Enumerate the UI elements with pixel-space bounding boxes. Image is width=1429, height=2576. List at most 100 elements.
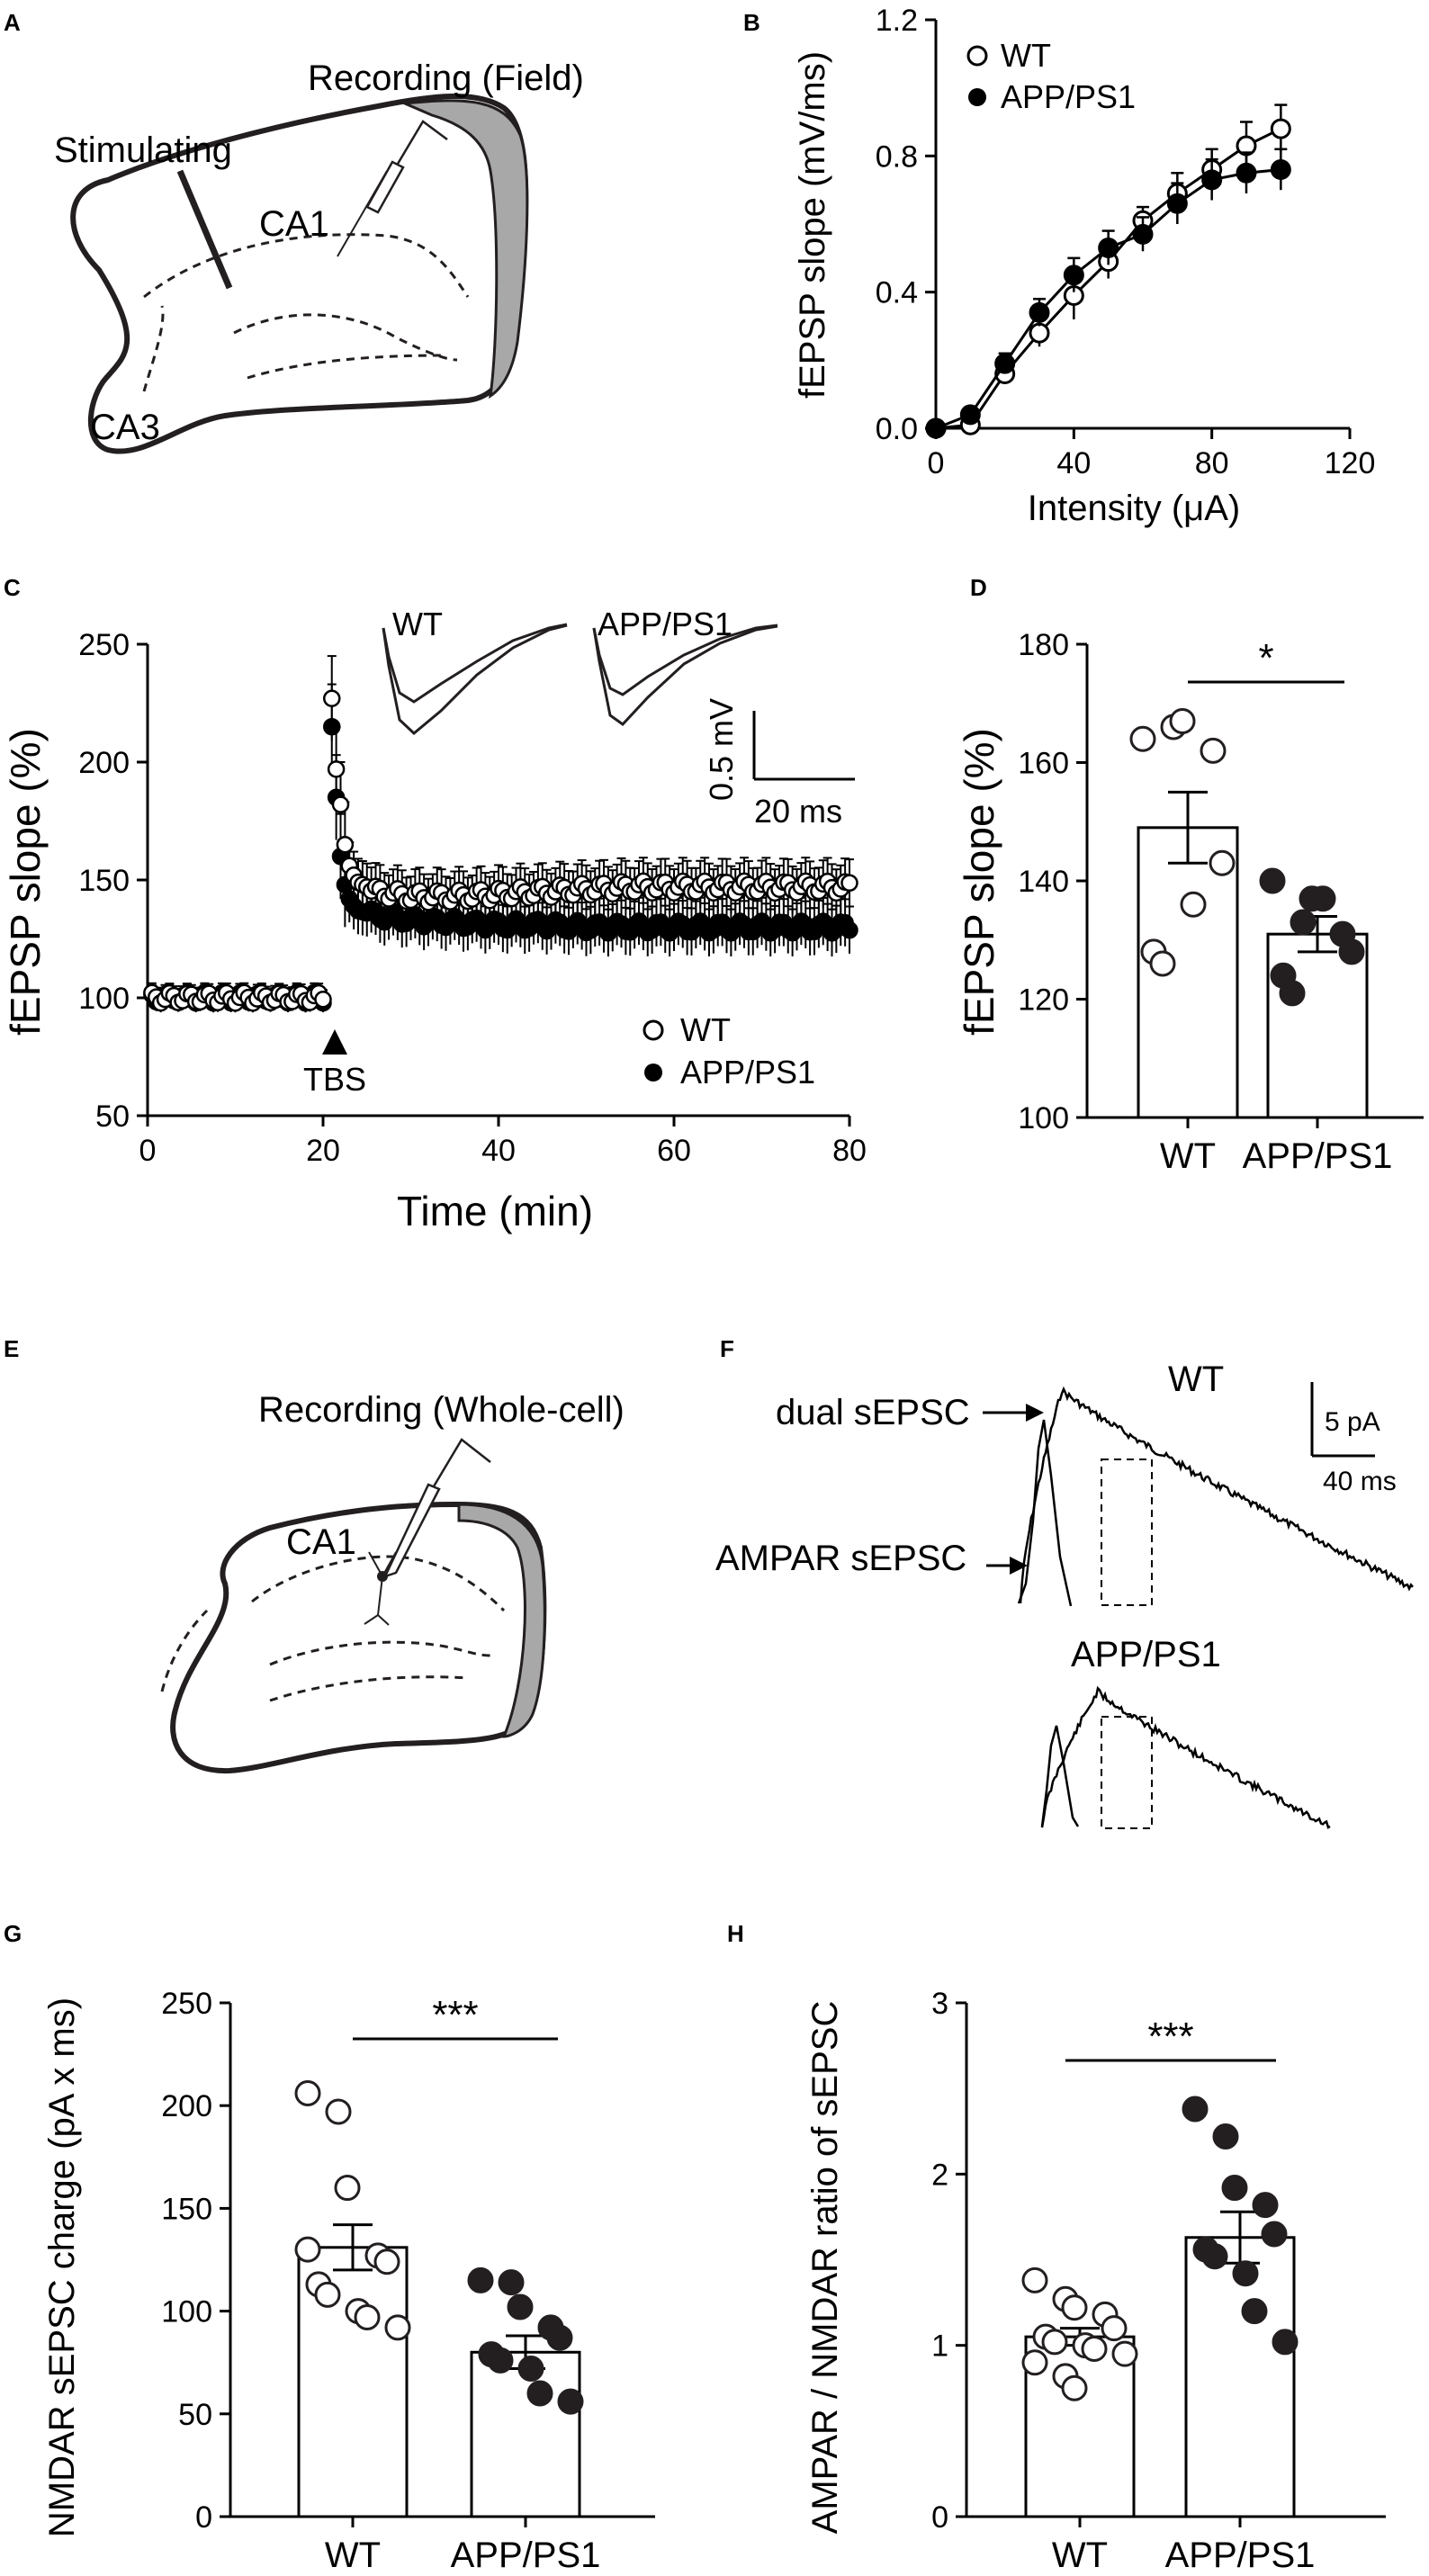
panel-letter-g: G (4, 1920, 22, 1947)
dot-g (526, 2380, 553, 2407)
legend-marker-wt-c (643, 1019, 664, 1041)
dot-h (1212, 2123, 1239, 2150)
ylabel-g: NMDAR sEPSC charge (pA x ms) (42, 1997, 82, 2537)
legend-marker-app-b (968, 88, 986, 106)
x-tick-label-b: 120 (1325, 446, 1376, 480)
xlabel-b: Intensity (μA) (1028, 489, 1240, 528)
inset-label-app-c: APP/PS1 (598, 606, 732, 642)
dot-d (1200, 737, 1227, 764)
scale-label-y-f: 5 pA (1325, 1407, 1380, 1437)
dot-d (1129, 725, 1156, 752)
dot-g (373, 2248, 400, 2275)
tbs-arrowhead (322, 1029, 347, 1055)
x-tick-label-b: 40 (1056, 446, 1091, 480)
chart-d: fEPSP slope (%) 100 120 140 160 180 WT APP/PS1… (956, 628, 1424, 1176)
panel-letter-e: E (4, 1335, 19, 1362)
dot-h (1061, 2294, 1088, 2321)
dot-h (1272, 2329, 1299, 2356)
slice-outline-e (170, 1501, 547, 1774)
y-tick-label-g: 100 (161, 2295, 212, 2329)
inset-scale-label-y: 0.5 mV (703, 698, 740, 801)
y-tick-label-h: 3 (931, 1987, 948, 2021)
dot-g (546, 2324, 573, 2351)
recorded-neuron (364, 1551, 397, 1626)
y-tick-label-d: 140 (1018, 865, 1069, 899)
app-dual-trace (1040, 1685, 1331, 1829)
y-tick-label-c: 200 (78, 746, 130, 780)
chart-c: fEPSP slope (%) Time (min) 0 20 40 60 80 50 10… (2, 606, 867, 1234)
inset-scale-label-x: 20 ms (754, 793, 842, 830)
data-point-c (840, 874, 858, 893)
dot-g (294, 2236, 321, 2263)
series-line-b-1 (935, 167, 1281, 430)
y-tick-label-d: 120 (1018, 983, 1069, 1018)
panel-letter-a: A (4, 9, 21, 36)
label-ca1: CA1 (259, 204, 329, 244)
data-point-c (314, 991, 332, 1009)
scale-label-x-f: 40 ms (1323, 1467, 1397, 1496)
inset-trace-app-post (592, 624, 778, 726)
dot-g (467, 2266, 494, 2293)
dot-h (1021, 2349, 1048, 2376)
x-tick-label-c: 40 (481, 1134, 516, 1168)
data-point-b (1098, 237, 1119, 258)
inset-label-wt-c: WT (392, 606, 443, 642)
legend-label-wt-c: WT (680, 1011, 731, 1048)
xlabel-c: Time (min) (397, 1188, 593, 1234)
y-tick-label-g: 250 (161, 1987, 212, 2021)
inset-trace-app-base (592, 624, 778, 696)
panel-letter-b: B (743, 9, 760, 36)
y-tick-label-g: 200 (161, 2089, 212, 2123)
inset-trace-wt-post (382, 624, 568, 736)
dot-h (1241, 2298, 1268, 2325)
legend-marker-wt-b (966, 45, 988, 67)
dot-g (557, 2388, 584, 2415)
x-tick-label-c: 20 (306, 1134, 340, 1168)
y-tick-label-c: 250 (78, 628, 130, 662)
chart-g: NMDAR sEPSC charge (pA x ms) 0 50 100 150 20… (42, 1987, 655, 2575)
data-point-c (331, 795, 350, 813)
data-point-b (994, 353, 1016, 374)
ca3-dashed-e (160, 1609, 209, 1692)
x-tick-label-c: 0 (139, 1134, 157, 1168)
dot-h (1261, 2221, 1288, 2248)
dentate-dashed-e2 (269, 1675, 469, 1702)
x-tick-label-c: 60 (657, 1134, 691, 1168)
panel-letter-f: F (720, 1335, 734, 1362)
dot-d (1279, 980, 1306, 1007)
y-tick-label-b: 0.0 (876, 412, 918, 446)
x-tick-label-d: WT (1160, 1136, 1216, 1176)
inset-trace-wt-base (382, 623, 568, 704)
dot-h (1111, 2340, 1138, 2367)
dot-d (1149, 950, 1176, 977)
panel-letter-c: C (4, 574, 21, 601)
alveus-shade (400, 99, 529, 399)
dot-h (1232, 2260, 1259, 2287)
legend-label-app-c: APP/PS1 (680, 1054, 815, 1091)
data-point-b (1029, 301, 1050, 323)
data-point-b (1270, 118, 1291, 139)
label-recording-field: Recording (Field) (308, 58, 584, 98)
stimulating-electrode (176, 169, 233, 290)
dot-d (1338, 938, 1365, 965)
dot-d (1180, 891, 1207, 918)
trace-label-wt: WT (1168, 1360, 1224, 1399)
dot-g (294, 2079, 321, 2106)
x-tick-label-c: 80 (832, 1134, 867, 1168)
label-ampar-sepsc: AMPAR sEPSC (715, 1539, 966, 1578)
data-point-b (1270, 158, 1291, 180)
recording-electrode-wholecell (382, 1438, 491, 1579)
ca1-layer-dashed (143, 233, 470, 299)
y-tick-label-c: 50 (95, 1100, 130, 1134)
dentate-dashed-e1 (269, 1640, 491, 1666)
data-point-c (323, 689, 341, 708)
x-tick-label-b: 0 (928, 446, 945, 480)
dot-g (314, 2281, 341, 2308)
wt-ampar-trace (1017, 1419, 1073, 1607)
slice-schematic-field: Recording (Field) Stimulating CA1 CA3 (54, 58, 584, 454)
app-nmdar-window (1101, 1716, 1153, 1829)
legend-label-wt-b: WT (1001, 37, 1051, 74)
significance-label-g: *** (432, 1993, 478, 2037)
panel-letter-h: H (727, 1920, 744, 1947)
y-tick-label-b: 0.8 (876, 139, 918, 174)
